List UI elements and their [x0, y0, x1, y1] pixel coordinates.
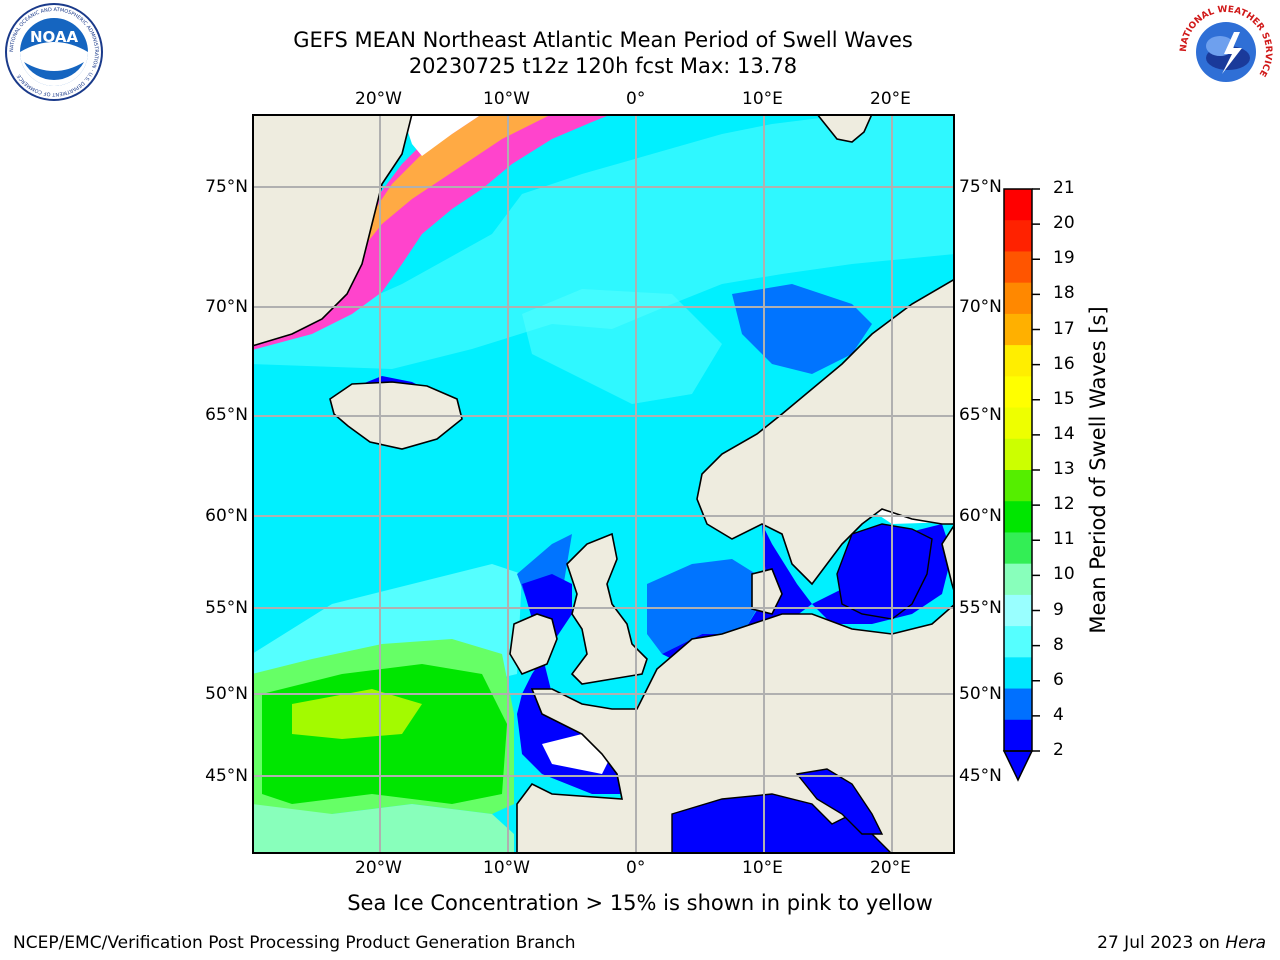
- colorbar-cell: [1004, 470, 1032, 502]
- noaa-logo: NOAA NATIONAL OCEANIC AND ATMOSPHERIC AD…: [5, 3, 103, 101]
- svalbard: [815, 114, 873, 143]
- colorbar-cell: [1004, 594, 1032, 627]
- colorbar-cell: [1004, 376, 1032, 409]
- colorbar-tick-label: 14: [1053, 423, 1075, 444]
- colorbar-tick-label: 19: [1053, 248, 1075, 269]
- colorbar-cell: [1004, 688, 1032, 721]
- colorbar-tick-label: 6: [1053, 669, 1064, 690]
- lat-label-right-55n: 55°N: [959, 598, 1002, 618]
- lon-label-top-10w: 10°W: [483, 89, 530, 109]
- colorbar-cell: [1004, 657, 1032, 690]
- date-stamp: 27 Jul 2023 on Hera: [1097, 933, 1266, 953]
- colorbar-tick-label: 20: [1053, 213, 1075, 234]
- svg-text:NOAA: NOAA: [30, 28, 79, 46]
- lat-label-left-75n: 75°N: [205, 177, 248, 197]
- colorbar-tick-label: 9: [1053, 599, 1064, 620]
- finland-coast: [941, 522, 955, 595]
- colorbar-tick-label: 15: [1053, 388, 1075, 409]
- colorbar-cell: [1004, 626, 1032, 658]
- lon-label-bottom-20e: 20°E: [870, 858, 911, 878]
- colorbar-tick-label: 2: [1053, 740, 1064, 760]
- scandinavia: [696, 278, 955, 586]
- colorbar-cell: [1004, 438, 1032, 471]
- host-name: Hera: [1225, 933, 1266, 953]
- greenland: [252, 114, 413, 347]
- colorbar-cell: [1004, 220, 1032, 252]
- colorbar-cell: [1004, 407, 1032, 440]
- colorbar-tick-label: 12: [1053, 494, 1075, 515]
- colorbar-cell: [1004, 251, 1032, 284]
- lat-label-right-45n: 45°N: [959, 766, 1002, 786]
- colorbar-cell: [1004, 313, 1032, 346]
- lat-label-right-65n: 65°N: [959, 405, 1002, 425]
- lat-label-right-60n: 60°N: [959, 506, 1002, 526]
- denmark: [751, 568, 783, 615]
- colorbar-cell: [1004, 501, 1032, 533]
- lat-label-left-55n: 55°N: [205, 598, 248, 618]
- lat-label-right-70n: 70°N: [959, 297, 1002, 317]
- map-subtitle: 20230725 t12z 120h fcst Max: 13.78: [408, 54, 798, 78]
- lat-label-left-45n: 45°N: [205, 766, 248, 786]
- colorbar-tick-label: 13: [1053, 459, 1075, 479]
- lon-label-top-20w: 20°W: [355, 89, 402, 109]
- colorbar-cell: [1004, 563, 1032, 596]
- colorbar-tick-label: 4: [1053, 704, 1064, 725]
- ireland: [509, 613, 558, 675]
- graticule: [252, 114, 955, 854]
- colorbar-tick-label: 18: [1053, 283, 1075, 304]
- swell-period-map: [252, 114, 955, 854]
- map-title: GEFS MEAN Northeast Atlantic Mean Period…: [293, 28, 913, 52]
- lon-label-top-10e: 10°E: [742, 89, 783, 109]
- colorbar-tick-label: 16: [1053, 353, 1075, 374]
- colorbar-cell: [1004, 532, 1032, 565]
- lat-label-left-70n: 70°N: [205, 297, 248, 317]
- lon-label-bottom-20w: 20°W: [355, 858, 402, 878]
- lon-label-bottom-0: 0°: [626, 858, 646, 878]
- lat-label-left-50n: 50°N: [205, 684, 248, 704]
- colorbar-cell: [1004, 345, 1032, 377]
- lat-label-left-65n: 65°N: [205, 405, 248, 425]
- colorbar: [1002, 188, 1040, 782]
- colorbar-cell: [1004, 189, 1032, 221]
- lon-label-bottom-10e: 10°E: [742, 858, 783, 878]
- lon-label-top-20e: 20°E: [870, 89, 911, 109]
- lat-label-right-50n: 50°N: [959, 684, 1002, 704]
- lat-label-left-60n: 60°N: [205, 506, 248, 526]
- colorbar-tick-label: 10: [1053, 564, 1075, 585]
- colorbar-cell: [1004, 282, 1032, 315]
- swell-zone-green: [252, 639, 514, 854]
- colorbar-extend-arrow: [1002, 750, 1034, 782]
- mediterranean-sea: [671, 768, 893, 854]
- lon-label-top-0: 0°: [626, 89, 646, 109]
- colorbar-tick-label: 21: [1053, 178, 1075, 198]
- lon-label-bottom-10w: 10°W: [483, 858, 530, 878]
- colorbar-tick-label: 17: [1053, 318, 1075, 339]
- map-frame: [252, 114, 955, 854]
- colorbar-tick-label: 8: [1053, 634, 1064, 655]
- nws-logo: NATIONAL WEATHER SERVICE: [1178, 4, 1274, 100]
- lat-label-right-75n: 75°N: [959, 177, 1002, 197]
- baltic-sea: [836, 523, 933, 620]
- sea-ice-note: Sea Ice Concentration > 15% is shown in …: [347, 891, 933, 915]
- colorbar-cell: [1004, 719, 1032, 752]
- credit-text: NCEP/EMC/Verification Post Processing Pr…: [13, 933, 576, 953]
- colorbar-label: Mean Period of Swell Waves [s]: [1086, 306, 1110, 634]
- colorbar-tick-label: 11: [1053, 529, 1075, 550]
